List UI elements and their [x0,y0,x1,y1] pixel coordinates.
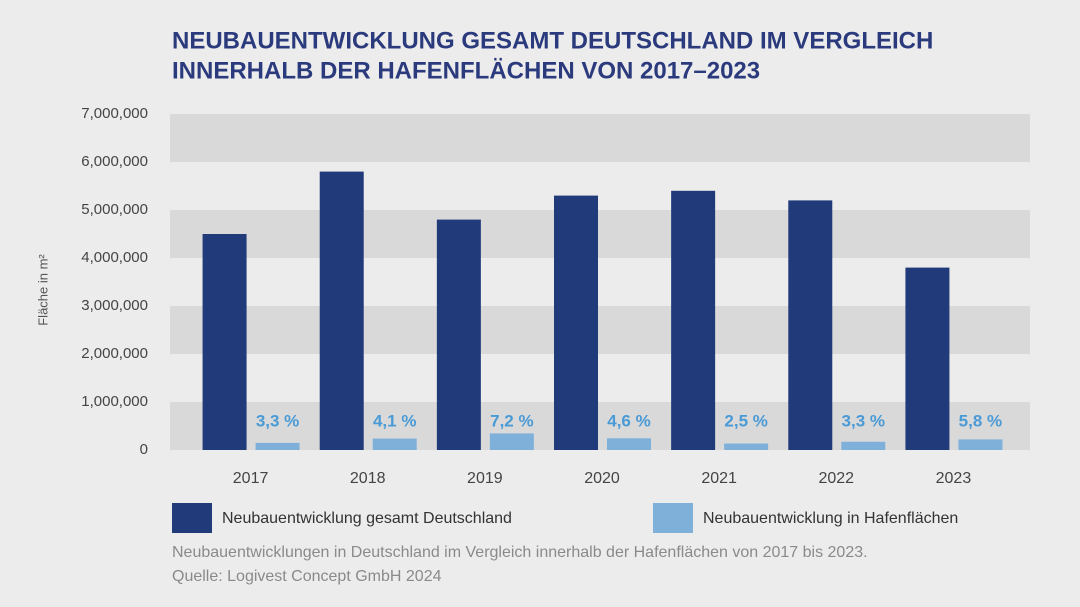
share-label: 2,5 % [724,411,767,430]
bar [607,438,651,450]
grid-band [170,402,1030,450]
y-axis-label: Fläche in m² [35,254,50,326]
x-tick-label: 2017 [233,470,269,487]
y-tick-label: 0 [140,441,148,458]
bar [489,433,534,450]
y-tick-label: 4,000,000 [81,249,148,266]
x-tick-label: 2022 [818,470,854,487]
share-label: 4,6 % [607,411,650,430]
bar [202,234,247,450]
bar [436,219,481,450]
legend-label: Neubauentwicklung gesamt Deutschland [222,510,512,527]
x-tick-label: 2019 [467,470,503,487]
grid-band [170,306,1030,354]
bar [319,171,364,450]
share-label: 3,3 % [256,411,299,430]
share-label: 3,3 % [842,411,885,430]
y-tick-label: 7,000,000 [81,105,148,122]
grid-band [170,210,1030,258]
caption: Quelle: Logivest Concept GmbH 2024 [172,568,442,585]
bar [788,200,833,450]
y-tick-label: 2,000,000 [81,345,148,362]
legend-label: Neubauentwicklung in Hafenflächen [703,510,958,527]
grid-band [170,114,1030,162]
y-tick-label: 6,000,000 [81,153,148,170]
bar [671,190,716,451]
legend-swatch [172,503,212,533]
bar [554,195,598,450]
share-label: 7,2 % [490,411,533,430]
y-tick-label: 3,000,000 [81,297,148,314]
chart-title: INNERHALB DER HAFENFLÄCHEN VON 2017–2023 [172,57,760,84]
bar [724,443,769,450]
bar [841,441,886,450]
x-tick-label: 2023 [936,470,972,487]
y-tick-label: 5,000,000 [81,201,148,218]
bar [372,438,417,450]
share-label: 4,1 % [373,411,416,430]
bar [255,442,300,450]
y-tick-label: 1,000,000 [81,393,148,410]
legend-swatch [653,503,693,533]
bar [905,267,950,450]
x-tick-label: 2020 [584,470,620,487]
caption: Neubauentwicklungen in Deutschland im Ve… [172,544,868,561]
x-tick-label: 2021 [701,470,737,487]
bar [958,439,1003,450]
x-tick-label: 2018 [350,470,386,487]
share-label: 5,8 % [959,411,1002,430]
chart-title: NEUBAUENTWICKLUNG GESAMT DEUTSCHLAND IM … [172,27,933,54]
